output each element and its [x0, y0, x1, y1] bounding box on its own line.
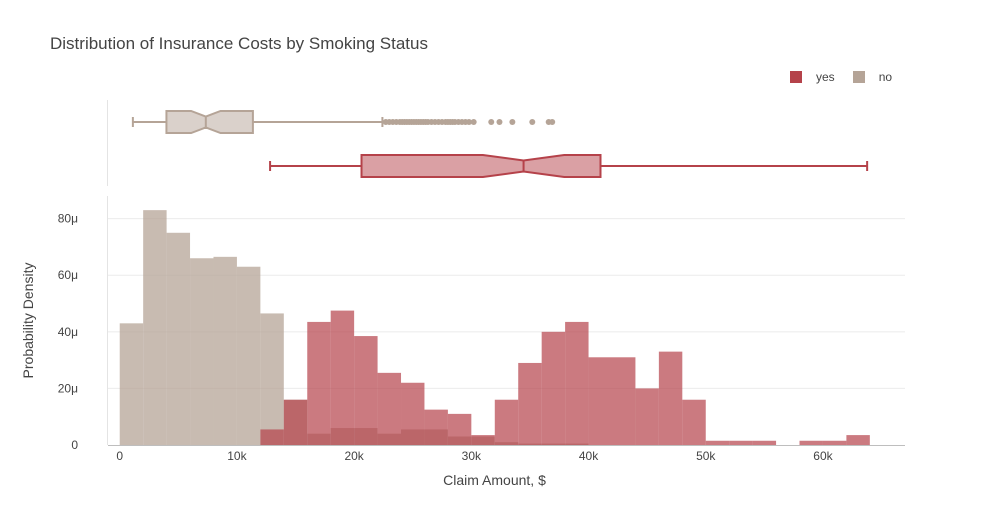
histogram-no	[119, 210, 589, 445]
histogram-bar-yes	[682, 399, 706, 445]
histogram-bar-yes	[377, 372, 402, 445]
histogram-bar-yes	[658, 351, 683, 445]
y-tick-label: 60μ	[58, 268, 78, 282]
legend-swatch-yes	[790, 71, 802, 83]
histogram-bar-no	[190, 258, 214, 445]
box-no	[165, 110, 254, 134]
y-tick-label: 80μ	[58, 212, 78, 226]
x-tick-label: 40k	[579, 449, 599, 463]
outlier-point-no	[509, 119, 516, 125]
histogram-bar-yes	[611, 357, 636, 445]
outlier-point-no	[488, 119, 495, 125]
histogram-bar-yes	[635, 388, 659, 445]
x-tick-label: 30k	[462, 449, 482, 463]
x-tick-label: 10k	[227, 449, 247, 463]
outlier-point-no	[529, 119, 536, 125]
histogram-bar-yes	[518, 362, 542, 445]
histogram-bar-yes	[541, 331, 566, 445]
histogram-bar-yes	[846, 435, 870, 445]
legend-swatch-no	[852, 71, 865, 83]
histogram-bar-yes	[494, 399, 519, 445]
outlier-point-no	[496, 119, 503, 125]
histogram-bar-yes	[471, 435, 495, 445]
chart-title: Distribution of Insurance Costs by Smoki…	[50, 34, 428, 53]
histogram-bar-yes	[822, 440, 847, 445]
histogram-bar-no	[166, 232, 191, 445]
histogram-bar-yes	[447, 413, 472, 445]
histogram-bar-no	[213, 256, 237, 445]
histogram-bar-no	[260, 313, 284, 445]
y-tick-label: 40μ	[58, 325, 78, 339]
x-axis-title: Claim Amount, $	[443, 472, 546, 488]
y-tick-label: 0	[71, 438, 78, 452]
legend: yes no	[790, 70, 910, 84]
histogram-bar-yes	[588, 357, 612, 445]
boxplot-no	[131, 110, 556, 134]
legend-item-yes[interactable]: yes	[790, 70, 835, 84]
histogram-bar-no	[119, 323, 144, 445]
legend-item-no[interactable]: no	[852, 70, 893, 84]
x-tick-label: 60k	[813, 449, 833, 463]
boxplot-yes	[269, 154, 869, 178]
histogram-bar-yes	[283, 399, 308, 445]
box-yes	[360, 154, 602, 178]
histogram-bar-yes	[799, 440, 823, 445]
outlier-point-no	[470, 119, 477, 125]
x-tick-label: 0	[116, 449, 123, 463]
legend-label-no: no	[878, 70, 893, 84]
histogram-bar-no	[143, 210, 167, 445]
histogram-bar-yes	[752, 440, 777, 445]
histogram-bar-yes	[330, 310, 355, 445]
histogram-bar-yes	[354, 336, 378, 445]
histogram-bar-yes	[307, 321, 331, 445]
outlier-point-no	[465, 119, 472, 125]
x-tick-label: 20k	[344, 449, 364, 463]
histogram-yes	[260, 310, 870, 445]
histogram-bar-yes	[565, 321, 589, 445]
histogram-bar-yes	[424, 409, 448, 445]
y-axis-title: Probability Density	[20, 263, 36, 379]
legend-label-yes: yes	[816, 70, 835, 84]
histogram-bar-no	[236, 266, 261, 445]
x-tick-label: 50k	[696, 449, 716, 463]
histogram-bar-yes	[260, 429, 284, 445]
outlier-point-no	[549, 119, 556, 125]
y-tick-label: 20μ	[58, 381, 78, 395]
histogram-bar-yes	[729, 440, 753, 445]
histogram-bar-yes	[401, 382, 425, 445]
histogram-bar-yes	[705, 440, 730, 445]
